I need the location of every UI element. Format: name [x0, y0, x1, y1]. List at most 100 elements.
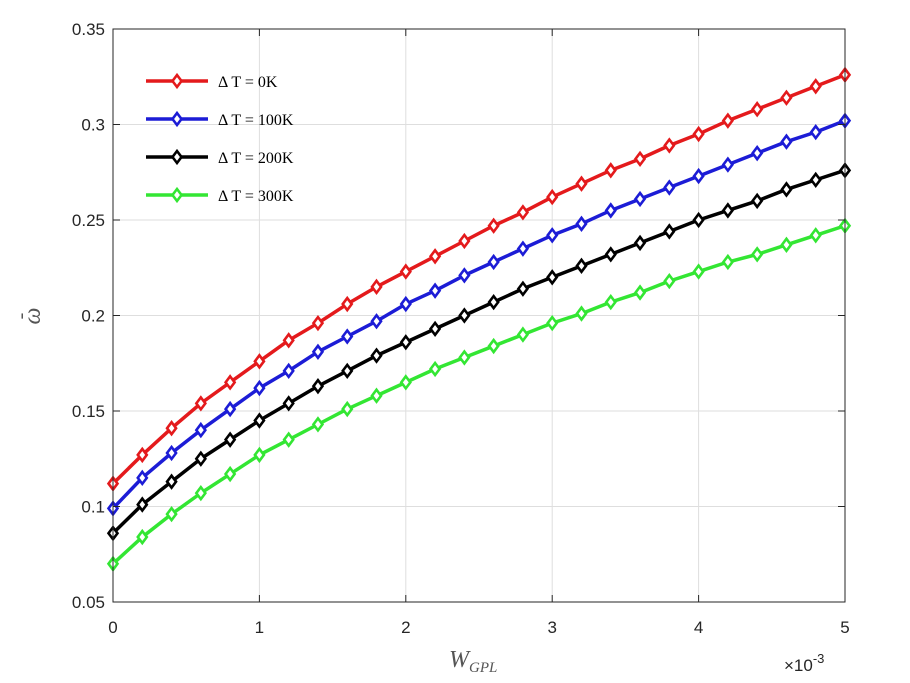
y-tick-label: 0.25 [72, 211, 105, 230]
ticks: 0 1 2 3 4 5 0.05 0.1 0.15 0.2 0.25 0.3 0.35 [72, 20, 850, 637]
data-point [751, 101, 764, 118]
data-point [311, 378, 325, 395]
y-tick-label: 0.35 [72, 20, 105, 39]
data-point [692, 211, 705, 229]
data-point [487, 293, 500, 311]
data-point [136, 528, 149, 546]
legend-entry: Δ T = 200K [146, 148, 294, 167]
data-point [253, 353, 266, 370]
data-point [780, 236, 793, 253]
data-point [253, 446, 266, 464]
data-point [516, 280, 530, 297]
legend: Δ T = 0K Δ T = 100K Δ T = 200K Δ T = 300K [146, 72, 294, 205]
y-tick-label: 0.15 [72, 402, 105, 421]
data-point [341, 328, 354, 345]
data-point [458, 267, 471, 284]
data-point [458, 349, 471, 366]
data-point [692, 167, 705, 185]
data-point [663, 272, 676, 290]
y-axis-label-main: ω [20, 308, 46, 325]
data-point [780, 181, 793, 198]
data-point [633, 150, 647, 168]
data-point [194, 450, 207, 467]
data-point [399, 295, 412, 313]
data-point [165, 505, 178, 523]
x-tick-label: 3 [547, 618, 556, 637]
data-point [136, 446, 149, 464]
data-point [546, 314, 559, 332]
data-point [370, 347, 383, 364]
y-axis-label-accent: - [10, 313, 32, 320]
data-point [721, 156, 735, 173]
legend-entry: Δ T = 100K [146, 110, 294, 129]
data-point [780, 89, 793, 106]
data-point [223, 374, 237, 391]
data-point [751, 246, 764, 263]
data-point [165, 444, 178, 462]
x-axis-multiplier-base: ×10 [784, 656, 813, 675]
data-point [399, 334, 412, 351]
data-point [604, 162, 617, 179]
x-axis-multiplier-exponent: -3 [813, 651, 825, 666]
data-point [663, 137, 676, 154]
data-point [282, 332, 295, 349]
data-point [516, 240, 530, 257]
data-point [136, 469, 149, 487]
data-point [487, 217, 500, 234]
data-point [633, 234, 647, 252]
x-tick-label: 0 [108, 618, 117, 637]
data-point [341, 362, 354, 380]
y-tick-label: 0.1 [81, 498, 105, 517]
series-2 [106, 162, 852, 542]
data-point [223, 400, 237, 418]
data-point [370, 278, 383, 296]
data-point [223, 465, 237, 483]
data-point [633, 190, 647, 208]
data-point [604, 246, 617, 263]
data-point [253, 379, 266, 397]
data-point [575, 257, 588, 275]
legend-marker [170, 148, 184, 166]
y-axis-label: ω - [10, 308, 46, 325]
data-point [487, 253, 500, 271]
legend-marker [170, 186, 184, 204]
data-point [136, 496, 149, 513]
data-point [809, 171, 822, 189]
data-point [165, 420, 178, 437]
legend-marker [170, 72, 184, 90]
data-point [546, 188, 559, 206]
data-point [282, 395, 295, 412]
data-point [575, 175, 588, 192]
y-tick-label: 0.3 [81, 116, 105, 135]
x-axis-multiplier: ×10-3 [784, 651, 824, 675]
data-point [546, 227, 559, 244]
data-point [282, 431, 295, 448]
data-point [809, 123, 822, 141]
y-tick-label: 0.05 [72, 593, 105, 612]
legend-marker [170, 110, 184, 128]
data-point [663, 223, 676, 240]
data-point [663, 179, 676, 196]
data-point [223, 431, 237, 448]
legend-label: Δ T = 100K [218, 112, 294, 129]
data-point [751, 192, 764, 210]
series-layer [106, 66, 852, 572]
legend-label: Δ T = 200K [218, 150, 294, 167]
data-point [253, 412, 266, 429]
data-point [458, 307, 471, 324]
legend-label: Δ T = 0K [218, 74, 278, 91]
data-point [692, 263, 705, 280]
legend-entry: Δ T = 0K [146, 72, 278, 91]
series-0 [106, 66, 852, 492]
data-point [721, 253, 735, 271]
data-point [311, 314, 325, 332]
legend-entry: Δ T = 300K [146, 186, 294, 205]
series-line [111, 73, 846, 485]
series-3 [106, 217, 852, 572]
x-axis-label: WGPL [449, 647, 497, 676]
data-point [809, 227, 822, 244]
data-point [458, 232, 471, 250]
data-point [341, 400, 354, 418]
x-axis-label-main: W [449, 647, 471, 673]
